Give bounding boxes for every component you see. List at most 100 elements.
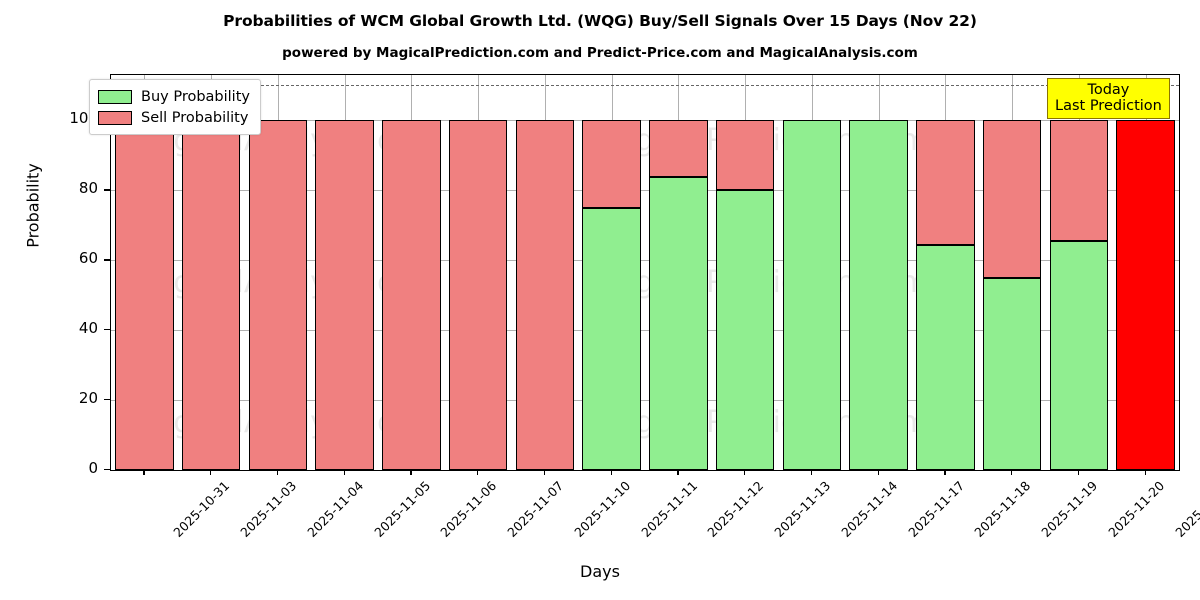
bar-segment-sell[interactable] — [181, 120, 241, 470]
y-axis-tick-mark — [104, 329, 110, 331]
x-axis-tick-label: 2025-11-10 — [571, 478, 634, 540]
y-axis-tick-label: 20 — [78, 389, 98, 408]
y-axis-tick-label: 80 — [78, 179, 98, 198]
legend-swatch-sell — [98, 110, 132, 125]
today-annotation-line2: Last Prediction — [1055, 98, 1162, 115]
bar-segment-sell[interactable] — [715, 120, 775, 191]
legend-label-buy: Buy Probability — [141, 88, 250, 105]
x-axis-tick-mark — [744, 469, 746, 475]
bar-segment-sell[interactable] — [916, 120, 975, 245]
bar-group[interactable] — [982, 75, 1042, 470]
x-axis-tick-label: 2025-11-03 — [237, 478, 300, 540]
y-axis-tick-mark — [104, 189, 110, 191]
bar-segment-buy[interactable] — [715, 190, 775, 470]
x-axis-tick-label: 2025-11-14 — [838, 478, 901, 540]
x-axis-tick-label: 2025-11-17 — [904, 478, 967, 540]
x-axis-tick-label: 2025-11-11 — [637, 478, 700, 540]
bar-segment-sell[interactable] — [582, 120, 641, 208]
x-axis-tick-label: 2025-11-19 — [1038, 478, 1101, 540]
bar-segment-buy[interactable] — [649, 177, 708, 470]
bar-group[interactable] — [1116, 75, 1175, 470]
x-axis-tick-mark — [210, 469, 212, 475]
x-axis-tick-mark — [677, 469, 679, 475]
legend-swatch-buy — [98, 89, 132, 104]
x-axis-tick-label: 2025-11-05 — [370, 478, 433, 540]
bar-group[interactable] — [849, 75, 908, 470]
bar-segment-buy[interactable] — [582, 207, 641, 470]
x-axis-tick-label: 2025-11-18 — [971, 478, 1034, 540]
x-axis-tick-mark — [477, 469, 479, 475]
x-axis-tick-mark — [1077, 469, 1080, 475]
bar-group[interactable] — [248, 75, 308, 470]
x-axis-tick-mark — [276, 469, 279, 475]
bar-segment-sell[interactable] — [382, 120, 441, 470]
bar-segment-buy[interactable] — [916, 244, 975, 470]
bar-segment-sell[interactable] — [115, 120, 174, 470]
bar-segment-today[interactable] — [1116, 120, 1175, 470]
bar-segment-buy[interactable] — [982, 278, 1042, 470]
bar-segment-sell[interactable] — [649, 120, 708, 178]
bar-group[interactable] — [1049, 75, 1109, 470]
y-axis-tick-label: 0 — [88, 459, 98, 477]
x-axis-tick-mark — [343, 469, 345, 475]
bar-segment-buy[interactable] — [1049, 241, 1109, 470]
x-axis-label: Days — [580, 562, 620, 581]
y-axis-tick-mark — [104, 259, 110, 261]
x-axis-tick-label: 2025-10-31 — [170, 478, 233, 540]
x-axis-tick-label: 2025-11-07 — [504, 478, 567, 540]
bar-group[interactable] — [916, 75, 975, 470]
x-axis-tick-label: 2025-11-13 — [771, 478, 834, 540]
gridline-horizontal — [111, 330, 1179, 332]
bar-group[interactable] — [382, 75, 441, 470]
chart-legend: Buy Probability Sell Probability — [89, 79, 261, 135]
y-axis-tick-mark — [104, 469, 110, 471]
bar-group[interactable] — [315, 75, 374, 470]
bar-segment-buy[interactable] — [782, 120, 842, 470]
today-annotation: Today Last Prediction — [1047, 78, 1170, 120]
bar-segment-sell[interactable] — [982, 120, 1042, 279]
bar-segment-sell[interactable] — [515, 120, 575, 470]
x-axis-tick-label: 2025-11-04 — [304, 478, 367, 540]
chart-title: Probabilities of WCM Global Growth Ltd. … — [223, 12, 977, 30]
x-axis-tick-label: 2025-11-20 — [1105, 478, 1168, 540]
y-axis-label: Probability — [23, 163, 43, 248]
threshold-line — [111, 85, 1179, 87]
x-axis-tick-mark — [1144, 469, 1146, 475]
x-axis-tick-mark — [810, 469, 813, 475]
gridline-horizontal — [111, 260, 1179, 262]
plot-area: MagicalAnalysis.comMagicalPrediction.com… — [110, 74, 1180, 471]
x-axis-tick-label: 2025-11-12 — [704, 478, 767, 540]
x-axis-tick-mark — [410, 469, 412, 475]
x-axis-tick-label: 2025-11-06 — [437, 478, 500, 540]
gridline-horizontal — [111, 120, 1179, 122]
gridline-horizontal — [111, 400, 1179, 402]
legend-item-buy: Buy Probability — [98, 86, 250, 107]
chart-subtitle: powered by MagicalPrediction.com and Pre… — [282, 45, 918, 61]
bar-segment-sell[interactable] — [315, 120, 374, 470]
x-axis-tick-mark — [143, 469, 145, 475]
bar-group[interactable] — [782, 75, 842, 470]
x-axis-tick-mark — [877, 469, 879, 475]
bar-group[interactable] — [715, 75, 775, 470]
x-axis-tick-mark — [1011, 469, 1013, 475]
bar-segment-sell[interactable] — [448, 120, 508, 470]
x-axis-tick-mark — [543, 469, 546, 475]
bar-group[interactable] — [448, 75, 508, 470]
bar-segment-buy[interactable] — [849, 120, 908, 470]
x-axis-tick-mark — [610, 469, 612, 475]
y-axis-tick-label: 40 — [78, 319, 98, 338]
legend-label-sell: Sell Probability — [141, 109, 249, 126]
legend-item-sell: Sell Probability — [98, 107, 250, 128]
bar-group[interactable] — [649, 75, 708, 470]
x-axis-tick-mark — [944, 469, 946, 475]
gridline-horizontal — [111, 190, 1179, 192]
x-axis-tick-label: 2025-11-21 — [1171, 478, 1200, 540]
bar-group[interactable] — [515, 75, 575, 470]
bar-group[interactable] — [181, 75, 241, 470]
y-axis-tick-label: 60 — [78, 249, 98, 268]
bar-segment-sell[interactable] — [1049, 120, 1109, 242]
bar-group[interactable] — [582, 75, 641, 470]
bar-segment-sell[interactable] — [248, 120, 308, 470]
today-annotation-line1: Today — [1087, 82, 1130, 98]
